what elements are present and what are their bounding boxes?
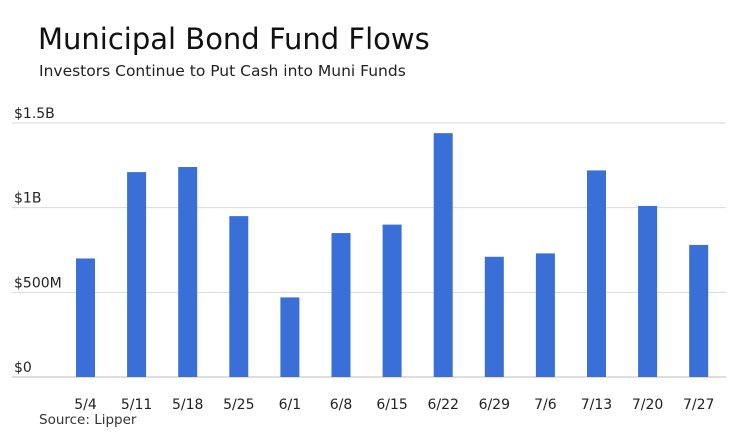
bar-6-22	[433, 133, 453, 377]
x-tick-label: 6/15	[376, 397, 407, 413]
x-tick-label: 5/18	[172, 397, 203, 413]
chart-subtitle: Investors Continue to Put Cash into Muni…	[39, 62, 406, 80]
gridlines	[12, 122, 726, 378]
bar-7-27	[689, 244, 709, 377]
bar-6-29	[484, 256, 504, 377]
bar-5-18	[178, 167, 198, 377]
chart-title: Municipal Bond Fund Flows	[38, 22, 430, 56]
x-axis-tick-labels: 5/4 5/11 5/18 5/25 6/1 6/8 6/15 6/22 6/29 7/6 7/13…	[74, 397, 714, 413]
y-tick-label: $1B	[14, 191, 41, 207]
bar-5-11	[127, 172, 147, 377]
x-tick-label: 6/8	[330, 397, 353, 413]
bar-6-8	[331, 233, 351, 377]
bar-5-25	[229, 216, 249, 377]
bar-6-15	[382, 224, 402, 377]
bar-5-4	[76, 258, 95, 377]
x-tick-label: 5/4	[74, 397, 97, 413]
x-tick-label: 5/11	[121, 397, 152, 413]
bars	[76, 133, 709, 377]
x-tick-label: 7/27	[683, 397, 714, 413]
x-tick-label: 7/13	[581, 397, 612, 413]
source-note: Source: Lipper	[39, 412, 137, 428]
x-tick-label: 6/29	[479, 397, 510, 413]
x-tick-label: 6/22	[427, 397, 458, 413]
y-tick-label: $1.5B	[14, 106, 55, 122]
x-tick-label: 7/6	[534, 397, 557, 413]
x-tick-label: 6/1	[279, 397, 302, 413]
x-tick-label: 7/20	[632, 397, 663, 413]
x-tick-label: 5/25	[223, 397, 254, 413]
bar-7-13	[587, 170, 606, 377]
y-axis-tick-labels: $0 $500M $1B $1.5B	[14, 106, 62, 376]
y-tick-label: $500M	[14, 275, 62, 291]
bar-7-6	[535, 253, 555, 377]
y-tick-label: $0	[14, 360, 32, 376]
bar-7-20	[638, 205, 658, 377]
bar-6-1	[280, 297, 300, 377]
